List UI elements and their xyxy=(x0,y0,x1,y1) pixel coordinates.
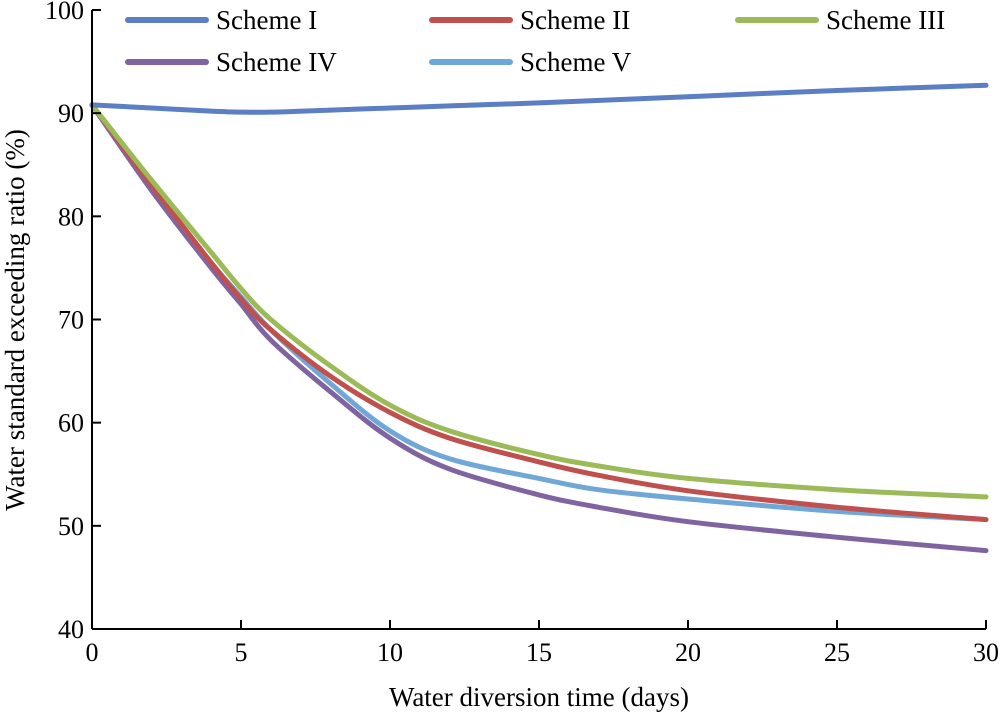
series-layer xyxy=(89,82,989,554)
y-tick-label: 40 xyxy=(58,615,84,644)
legend-item: Scheme III xyxy=(735,5,945,35)
y-tick-label: 70 xyxy=(58,306,84,335)
x-tick-label: 15 xyxy=(526,638,552,667)
x-tick-label: 0 xyxy=(86,638,99,667)
legend-item: Scheme II xyxy=(429,5,630,35)
y-tick-label: 90 xyxy=(58,99,84,128)
legend-label: Scheme IV xyxy=(216,47,337,77)
legend-label: Scheme I xyxy=(216,5,317,35)
x-tick-label: 20 xyxy=(675,638,701,667)
series-line-scheme-ii xyxy=(89,102,989,523)
y-tick-label: 60 xyxy=(58,409,84,438)
legend: Scheme I Scheme II Scheme III Scheme IV Sche… xyxy=(125,5,945,77)
ticks-layer: 40 50 60 70 80 90 100 0 5 10 15 20 25 30 xyxy=(45,0,999,667)
legend-item: Scheme V xyxy=(429,47,632,77)
series-line-scheme-iii xyxy=(89,102,989,500)
x-tick-label: 10 xyxy=(377,638,403,667)
series-line-scheme-v xyxy=(89,102,989,523)
legend-item: Scheme I xyxy=(125,5,317,35)
y-tick-label: 100 xyxy=(45,0,84,25)
legend-label: Scheme II xyxy=(520,5,630,35)
legend-label: Scheme III xyxy=(826,5,945,35)
y-tick-label: 50 xyxy=(58,512,84,541)
x-tick-label: 5 xyxy=(235,638,248,667)
y-tick-label: 80 xyxy=(58,202,84,231)
y-axis-title: Water standard exceeding ratio (%) xyxy=(0,129,30,511)
series-line-scheme-i xyxy=(89,82,989,115)
x-tick-label: 30 xyxy=(973,638,999,667)
legend-item: Scheme IV xyxy=(125,47,337,77)
x-axis-title: Water diversion time (days) xyxy=(389,682,689,712)
x-tick-label: 25 xyxy=(824,638,850,667)
legend-label: Scheme V xyxy=(520,47,632,77)
series-line-scheme-iv xyxy=(89,102,989,554)
